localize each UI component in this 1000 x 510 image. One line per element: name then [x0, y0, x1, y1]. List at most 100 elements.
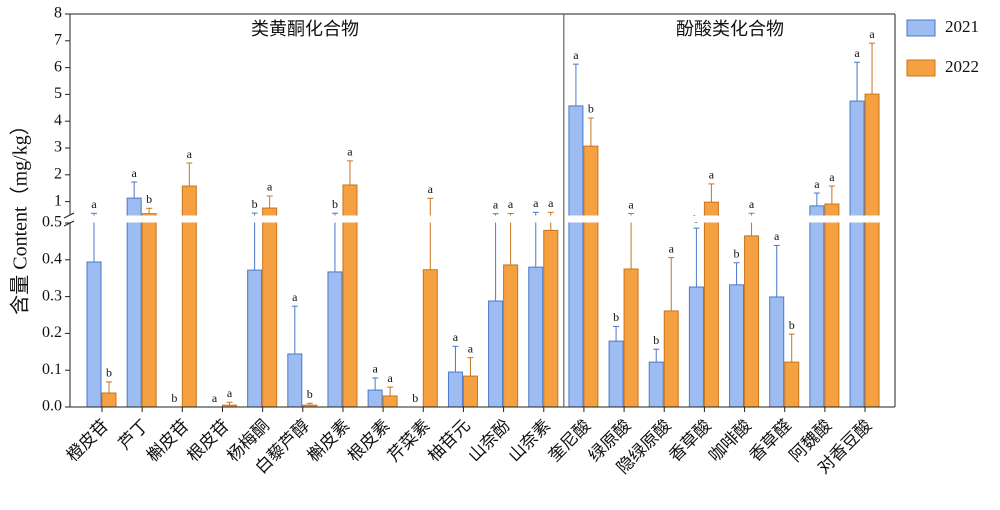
axis-break [64, 215, 894, 223]
bar [729, 284, 745, 408]
x-tick-label: 山奈素 [505, 416, 555, 466]
y-tick-label: 0.0 [42, 398, 62, 415]
significance-letter: b [307, 387, 313, 401]
significance-letter: a [533, 196, 539, 210]
significance-letter: a [869, 27, 875, 41]
bar [101, 392, 117, 408]
section-label: 类黄酮化合物 [251, 19, 359, 40]
significance-letter: a [548, 196, 554, 210]
bar [422, 269, 438, 408]
bar [583, 145, 599, 408]
significance-letter: a [91, 197, 97, 211]
y-tick-label: 2 [54, 165, 62, 182]
bar [126, 197, 142, 408]
y-tick-label: 4 [54, 112, 62, 129]
significance-letter: b [734, 246, 740, 260]
significance-letter: b [789, 318, 795, 332]
significance-letter: a [387, 371, 393, 385]
significance-letter: b [588, 102, 594, 116]
bar [543, 229, 559, 408]
significance-letter: a [774, 229, 780, 243]
x-tick-label: 芹菜素 [384, 416, 434, 466]
significance-letter: a [292, 290, 298, 304]
bar [608, 340, 624, 408]
x-tick-label: 槲皮苷 [143, 416, 193, 466]
legend-label: 2022 [945, 57, 979, 76]
x-tick-label: 根皮素 [344, 416, 394, 466]
bar [262, 207, 278, 408]
y-tick-label: 6 [54, 58, 62, 75]
significance-letter: a [493, 197, 499, 211]
significance-letter: a [573, 48, 579, 62]
bar [744, 235, 760, 408]
legend-label: 2021 [945, 17, 979, 36]
bar [703, 201, 719, 408]
y-tick-label: 8 [54, 5, 62, 22]
y-tick-label: 0.3 [42, 287, 62, 304]
significance-letter: a [468, 341, 474, 355]
x-tick-label: 香草醛 [746, 416, 796, 466]
bar [287, 353, 303, 408]
y-tick-label: 0.2 [42, 324, 62, 341]
significance-letter: a [829, 170, 835, 184]
bar [488, 300, 504, 408]
significance-letter: a [749, 197, 755, 211]
bar [503, 264, 519, 408]
bar [809, 205, 825, 408]
section-label: 酚酸类化合物 [676, 19, 784, 40]
bar [784, 361, 800, 408]
x-tick-label: 咖啡酸 [705, 416, 755, 466]
significance-letter: a [508, 197, 514, 211]
significance-letter: b [412, 391, 418, 405]
bar [528, 266, 544, 408]
significance-letter: b [332, 197, 338, 211]
significance-letter: b [613, 310, 619, 324]
bar [447, 371, 463, 408]
significance-letter: a [187, 147, 193, 161]
x-tick-label: 香草酸 [665, 416, 715, 466]
x-tick-label: 槲皮素 [304, 416, 354, 466]
bar [247, 269, 263, 408]
y-tick-label: 7 [54, 31, 62, 48]
significance-letter: b [252, 197, 258, 211]
significance-letter: a [709, 168, 715, 182]
significance-letter: a [267, 180, 273, 194]
bar [141, 213, 157, 408]
bar [824, 203, 840, 408]
significance-letter: b [146, 192, 152, 206]
x-tick-label: 山奈酚 [464, 416, 514, 466]
bar [769, 296, 785, 408]
significance-letter: a [347, 145, 353, 159]
bar [849, 100, 865, 408]
significance-letter: a [669, 241, 675, 255]
bar [663, 310, 679, 408]
bar [367, 389, 383, 408]
y-tick-label: 1 [54, 192, 62, 209]
bar [648, 361, 664, 408]
bar [623, 268, 639, 408]
significance-letter: a [428, 182, 434, 196]
legend-swatch [906, 19, 936, 37]
y-tick-label: 0.4 [42, 250, 62, 267]
y-axis-label: 含量 Content（mg/kg） [9, 115, 32, 314]
break-mark [63, 220, 75, 227]
y-tick-label: 0.5 [42, 214, 62, 231]
significance-letter: a [212, 391, 218, 405]
significance-letter: b [106, 366, 112, 380]
significance-letter: b [653, 333, 659, 347]
bar [688, 286, 704, 408]
bar [382, 395, 398, 408]
significance-letter: b [171, 391, 177, 405]
x-tick-label: 橙皮苷 [63, 416, 113, 466]
bar [462, 375, 478, 408]
y-tick-label: 3 [54, 139, 62, 156]
legend-swatch [906, 59, 936, 77]
bar [568, 105, 584, 408]
x-tick-label: 奎尼酸 [545, 416, 595, 466]
significance-letter: a [453, 330, 459, 344]
significance-letter: a [227, 386, 233, 400]
x-tick-label: 柚苷元 [424, 416, 474, 466]
significance-letter: a [372, 362, 378, 376]
bar [864, 93, 880, 408]
